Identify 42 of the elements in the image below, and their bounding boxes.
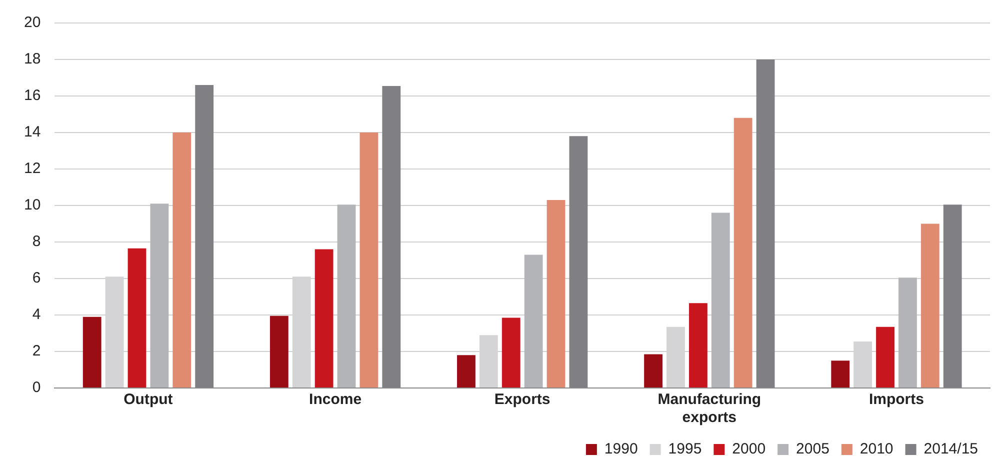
- x-tick-label: Exports: [494, 391, 550, 408]
- bar: [128, 248, 146, 388]
- x-tick-label: Income: [309, 391, 362, 408]
- y-tick-label: 0: [32, 379, 41, 396]
- bar: [898, 278, 917, 388]
- y-tick-label: 20: [24, 14, 41, 32]
- y-tick-label: 6: [32, 270, 41, 287]
- bar: [524, 254, 543, 388]
- y-tick-label: 12: [24, 160, 41, 178]
- bar: [831, 360, 850, 388]
- bar: [337, 204, 356, 388]
- y-tick-label: 10: [24, 196, 41, 214]
- legend-label: 2000: [732, 440, 766, 458]
- bar: [82, 316, 102, 388]
- bar: [314, 249, 334, 388]
- bar: [644, 354, 662, 388]
- x-tick-label: Manufacturing exports: [658, 391, 762, 426]
- y-tick-label: 8: [32, 233, 41, 250]
- y-tick-label: 14: [24, 124, 41, 141]
- y-tick-label: 4: [32, 306, 41, 324]
- bar: [150, 204, 169, 388]
- bar: [546, 200, 566, 388]
- legend-label: 2005: [796, 440, 830, 458]
- legend-label: 1995: [668, 440, 702, 458]
- bar: [457, 355, 476, 388]
- bar: [688, 303, 708, 388]
- y-tick-label: 18: [24, 50, 41, 68]
- y-tick-label: 2: [32, 342, 41, 360]
- bar: [270, 316, 288, 388]
- bar: [734, 118, 752, 388]
- x-tick-label: Imports: [868, 391, 924, 408]
- bar: [502, 318, 520, 388]
- x-tick-label: Output: [124, 391, 173, 408]
- bar: [360, 132, 378, 388]
- legend-label: 2014/15: [924, 440, 978, 458]
- bar: [920, 224, 940, 388]
- bar: [711, 212, 730, 388]
- bar: [172, 132, 192, 388]
- y-tick-label: 16: [24, 87, 41, 104]
- legend-label: 2010: [860, 440, 894, 458]
- bar: [876, 326, 894, 388]
- legend-label: 1990: [604, 440, 638, 458]
